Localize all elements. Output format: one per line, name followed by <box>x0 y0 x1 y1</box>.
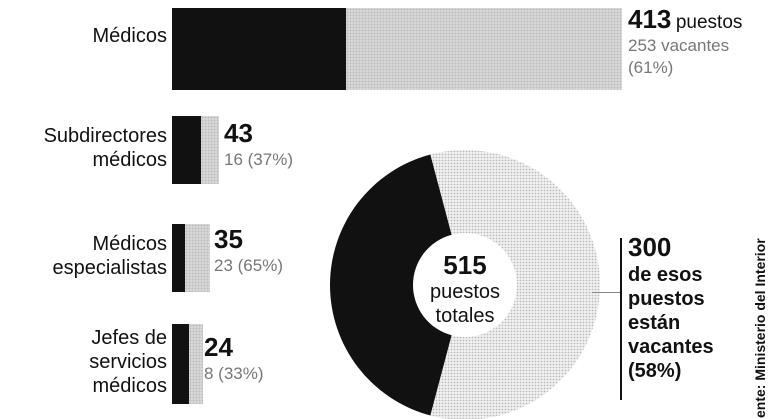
category-label-line: Subdirectores <box>43 125 167 147</box>
bar-filled-medicos <box>172 8 347 90</box>
annotation-connector <box>592 292 620 293</box>
donut-slice-ocupados <box>330 154 452 416</box>
data-label-jefes: 24 8 (33%) <box>204 332 264 385</box>
category-label-medicos: Médicos <box>93 24 167 48</box>
category-label-line: Médicos <box>92 233 167 255</box>
category-label-subdirectores: Subdirectores médicos <box>44 124 167 172</box>
bar-vacant-subdirectores <box>201 116 219 184</box>
category-label-line: médicos <box>92 149 167 171</box>
total-value: 413 <box>628 4 672 34</box>
annotation-line: (58%) <box>628 360 682 382</box>
bar-filled-subdirectores <box>172 116 202 184</box>
category-label-line: Jefes de <box>91 327 167 349</box>
category-label-line: servicios <box>89 351 167 373</box>
data-label-especialistas: 35 23 (65%) <box>214 224 283 277</box>
donut-center-line: totales <box>435 305 495 327</box>
annotation-line: puestos <box>628 288 705 310</box>
data-label-medicos: 413 puestos 253 vacantes (61%) <box>628 4 742 79</box>
data-label-subdirectores: 43 16 (37%) <box>224 118 293 171</box>
vacantes-label: 253 vacantes <box>628 36 730 55</box>
source-credit: ente: Ministerio del Interior <box>752 238 768 418</box>
total-value: 35 <box>214 224 243 254</box>
bar-filled-especialistas <box>172 224 186 292</box>
bar-filled-jefes <box>172 324 190 404</box>
total-suffix: puestos <box>675 12 743 33</box>
category-label-jefes: Jefes de servicios médicos <box>89 326 167 398</box>
annotation-line: de esos <box>628 264 703 286</box>
total-value: 24 <box>204 332 233 362</box>
annotation-value: 300 <box>628 232 672 262</box>
donut-center-line: puestos <box>429 281 501 303</box>
total-value: 43 <box>224 118 253 148</box>
vacantes-pct: (61%) <box>628 58 674 77</box>
bar-vacant-medicos <box>346 8 622 90</box>
donut-center-label: 515 puestos totales <box>415 250 515 328</box>
vacantes-label: 23 (65%) <box>214 256 283 275</box>
vacantes-label: 16 (37%) <box>224 150 293 169</box>
annotation-line: vacantes <box>628 336 714 358</box>
bar-vacant-jefes <box>189 324 204 404</box>
annotation-line: están <box>628 312 681 334</box>
category-label-especialistas: Médicos especialistas <box>52 232 167 280</box>
category-label-line: especialistas <box>52 257 167 279</box>
donut-slice-vacantes <box>430 150 600 419</box>
donut-chart <box>330 150 600 419</box>
annotation-bracket <box>620 238 622 400</box>
category-label-line: médicos <box>92 375 167 397</box>
vacantes-label: 8 (33%) <box>204 364 264 383</box>
donut-annotation: 300 de esos puestos están vacantes (58%) <box>628 232 714 383</box>
donut-center-value: 515 <box>443 250 487 280</box>
category-label-line: Médicos <box>92 25 167 47</box>
bar-vacant-especialistas <box>185 224 211 292</box>
